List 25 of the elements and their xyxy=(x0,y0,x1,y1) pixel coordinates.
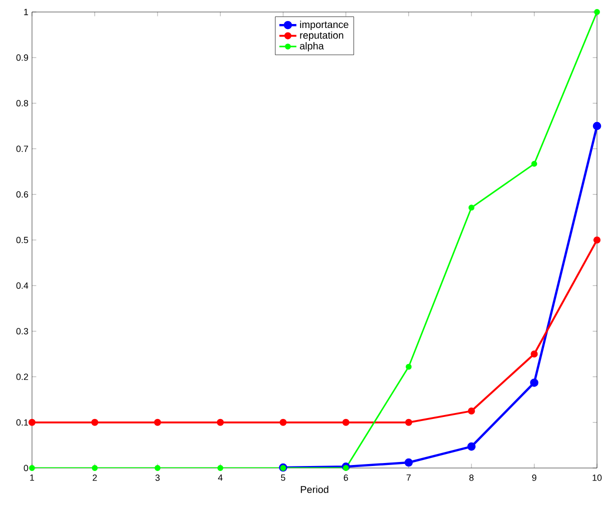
y-tick-label: 0.8 xyxy=(16,100,28,106)
x-tick-label: 3 xyxy=(155,474,160,481)
y-tick-label: 0.9 xyxy=(16,54,28,61)
legend-label: alpha xyxy=(300,42,324,52)
legend-label: importance xyxy=(300,20,348,30)
x-tick-label: 1 xyxy=(30,474,34,481)
y-tick-label: 0 xyxy=(24,464,28,472)
x-tick-label: 10 xyxy=(592,474,602,481)
x-axis-title: Period xyxy=(300,486,328,494)
y-tick-label: 0.5 xyxy=(16,236,28,244)
y-tick-label: 0.3 xyxy=(16,328,28,334)
x-tick-label: 6 xyxy=(344,474,348,481)
y-tick-label: 0.7 xyxy=(16,146,28,152)
x-tick-label: 7 xyxy=(406,474,411,481)
y-tick-label: 1 xyxy=(24,8,28,16)
x-tick-label: 4 xyxy=(218,474,223,481)
y-tick-label: 0.2 xyxy=(16,374,28,380)
y-tick-label: 0.4 xyxy=(16,282,28,289)
y-tick-label: 0.1 xyxy=(16,419,28,426)
x-tick-label: 5 xyxy=(280,474,286,481)
legend-label: reputation xyxy=(300,31,344,41)
x-tick-label: 2 xyxy=(92,474,97,481)
x-tick-label: 8 xyxy=(469,474,474,481)
y-tick-label: 0.6 xyxy=(16,191,28,198)
x-tick-label: 9 xyxy=(532,474,536,481)
